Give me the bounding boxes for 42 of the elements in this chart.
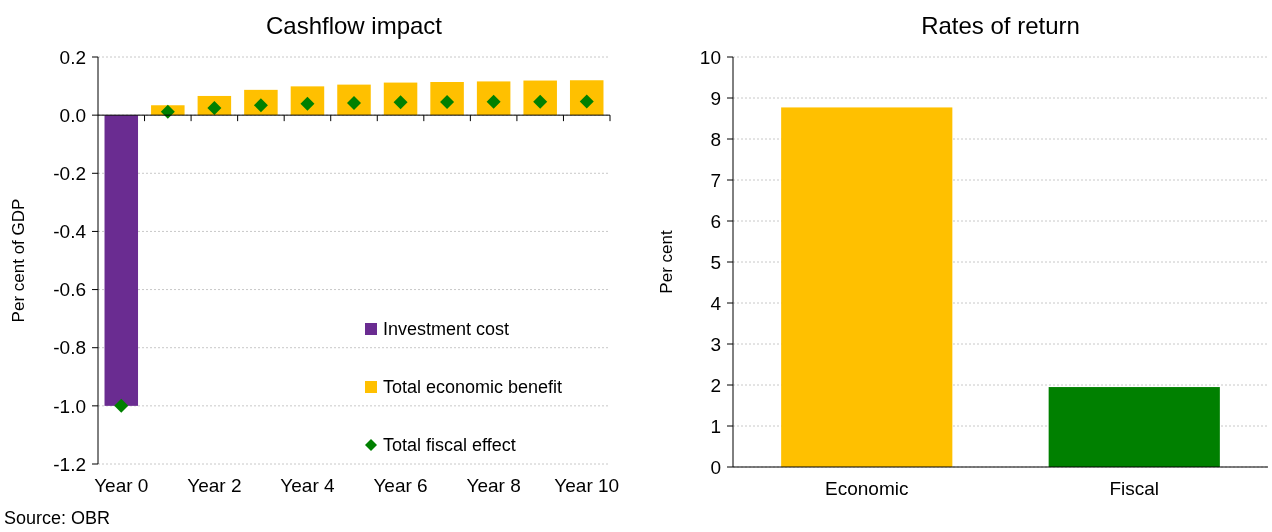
y-tick-label: 2: [710, 374, 721, 396]
bar: [476, 81, 511, 116]
y-tick-label: -0.8: [53, 337, 86, 359]
y-tick-label: 10: [699, 46, 721, 68]
y-tick-label: 5: [710, 251, 721, 273]
bar: [430, 82, 464, 116]
x-tick-label: Year 10: [554, 475, 620, 496]
y-tick-label: 3: [710, 333, 721, 355]
x-tick-label: Fiscal: [1109, 478, 1160, 499]
y-tick-label: 6: [710, 210, 721, 232]
legend-label: Investment cost: [383, 319, 510, 340]
y-tick-label: 7: [710, 169, 721, 191]
y-tick-label: 9: [710, 87, 721, 109]
y-axis-title: Per cent: [657, 230, 676, 294]
y-tick-label: 8: [710, 128, 721, 150]
legend-label: Total economic benefit: [383, 377, 563, 398]
y-tick-label: -1.2: [53, 453, 86, 475]
y-tick-label: -0.6: [53, 279, 86, 301]
bar: [104, 115, 139, 406]
x-tick-label: Year 2: [187, 475, 242, 496]
bar: [569, 80, 604, 116]
chart-title: Cashflow impact: [265, 12, 443, 39]
y-tick-label: 0: [710, 456, 721, 478]
y-tick-label: 1: [710, 415, 721, 437]
y-tick-label: -0.2: [53, 162, 86, 184]
x-tick-label: Year 6: [373, 475, 428, 496]
x-tick-label: Year 4: [280, 475, 335, 496]
y-axis-title: Per cent of GDP: [9, 198, 28, 323]
y-tick-label: 0.0: [59, 104, 86, 126]
source-note: Source: OBR: [4, 508, 111, 528]
x-tick-label: Economic: [825, 478, 909, 499]
x-tick-label: Year 0: [94, 475, 149, 496]
bar: [337, 84, 371, 116]
chart-title: Rates of return: [921, 12, 1080, 39]
y-tick-label: -1.0: [53, 395, 86, 417]
bar: [523, 80, 557, 116]
y-tick-label: -0.4: [53, 221, 87, 243]
y-tick-label: 0.2: [59, 46, 86, 68]
x-tick-label: Year 8: [466, 475, 521, 496]
legend-label: Total fiscal effect: [383, 435, 516, 456]
y-tick-label: 4: [710, 292, 722, 314]
point: [114, 398, 129, 413]
